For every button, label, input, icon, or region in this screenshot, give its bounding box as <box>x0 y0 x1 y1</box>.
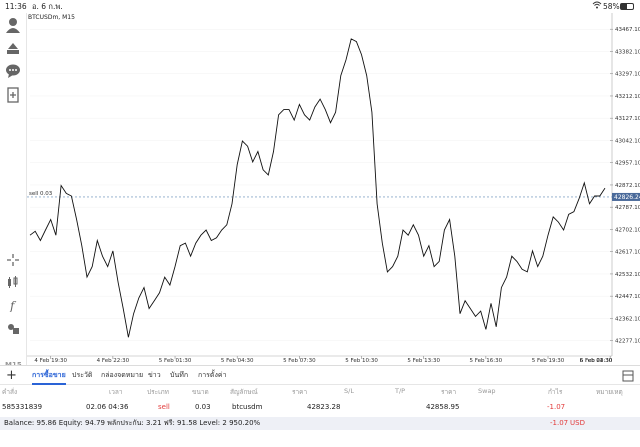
x-tick-label: 5 Feb 19:30 <box>532 358 565 364</box>
y-tick-label: 43297.10 <box>615 72 640 78</box>
y-tick-label: 42872.10 <box>615 183 640 189</box>
account-currency: USD <box>570 419 585 427</box>
balance-bar: Balance: 95.86 Equity: 94.79 พลักประกัน:… <box>0 417 640 430</box>
terminal-tabs: + การซื้อขาย ประวัติ กล่องจดหมาย ข่าว บั… <box>0 365 640 385</box>
col-volume: ขนาด <box>192 388 209 396</box>
col-time: เวลา <box>109 388 123 396</box>
sell-order-label: sell 0.03 <box>29 191 53 197</box>
price-chart[interactable]: 43467.10 43382.10 43297.10 43212.10 43127.10… <box>27 13 640 365</box>
indicators-icon[interactable] <box>4 273 22 291</box>
battery-icon <box>620 3 634 10</box>
left-toolbar: f M15 <box>0 13 27 369</box>
order-price-open: 42823.28 <box>307 403 341 411</box>
trade-icon[interactable] <box>4 39 22 57</box>
tab-mailbox[interactable]: กล่องจดหมาย <box>101 371 144 379</box>
chart-title: BTCUSDm, M15 <box>28 14 75 21</box>
order-ticket: 585331839 <box>2 403 43 411</box>
objects-icon[interactable] <box>4 319 22 337</box>
order-profit: -1.07 <box>547 403 566 411</box>
y-tick-label: 42787.10 <box>615 205 640 211</box>
y-tick-label: 42447.10 <box>615 294 640 300</box>
tab-settings[interactable]: การตั้งค่า <box>198 371 227 379</box>
col-order: คำสั่ง <box>2 388 18 396</box>
x-tick-label: 5 Feb 04:30 <box>221 358 254 364</box>
col-comment: หมายเหตุ <box>596 388 623 396</box>
x-tick-label: 5 Feb 22:30 <box>580 358 613 364</box>
y-tick-label: 42277.10 <box>615 339 640 345</box>
y-axis: 43467.10 43382.10 43297.10 43212.10 43127.10… <box>30 13 640 356</box>
svg-text:f: f <box>9 299 17 312</box>
y-tick-label: 42362.10 <box>615 316 640 322</box>
x-tick-label: 5 Feb 16:30 <box>470 358 503 364</box>
col-price-open: ราคา <box>292 388 308 396</box>
order-symbol: btcusdm <box>232 403 263 411</box>
tab-trade[interactable]: การซื้อขาย <box>32 366 66 385</box>
crosshair-icon[interactable] <box>4 251 22 269</box>
new-order-icon[interactable] <box>4 86 22 104</box>
current-price-tag <box>612 192 640 201</box>
y-tick-label: 43467.10 <box>615 27 640 33</box>
balance-summary: Balance: 95.86 Equity: 94.79 พลักประกัน:… <box>4 419 261 427</box>
col-price-current: ราคา <box>441 388 457 396</box>
order-type: sell <box>158 403 170 411</box>
x-axis: 4 Feb 19:30 4 Feb 22:30 5 Feb 01:30 5 Feb 0… <box>27 355 613 364</box>
y-tick-label: 43382.10 <box>615 49 640 55</box>
tab-journal[interactable]: บันทึก <box>170 371 189 379</box>
x-tick-label: 5 Feb 07:30 <box>283 358 316 364</box>
function-icon[interactable]: f <box>4 296 22 314</box>
x-tick-label: 4 Feb 19:30 <box>34 358 67 364</box>
x-tick-label: 4 Feb 22:30 <box>97 358 130 364</box>
y-tick-label: 42702.10 <box>615 227 640 233</box>
x-tick-label: 5 Feb 01:30 <box>159 358 192 364</box>
col-sl: S/L <box>344 387 354 395</box>
x-tick-label: 6 Feb 01:30 <box>580 358 613 364</box>
price-series-line <box>29 38 606 338</box>
y-tick-label: 43042.10 <box>615 138 640 144</box>
clock: 11:36 <box>5 2 27 11</box>
chat-icon[interactable] <box>4 62 22 80</box>
col-symbol: สัญลักษณ์ <box>230 388 258 396</box>
y-tick-label: 42617.10 <box>615 250 640 256</box>
col-tp: T/P <box>395 387 406 395</box>
panel-toggle-icon[interactable] <box>622 370 634 390</box>
total-profit: -1.07 <box>550 419 569 427</box>
tab-news[interactable]: ข่าว <box>148 371 161 379</box>
y-tick-label: 43212.10 <box>615 94 640 100</box>
battery-percent: 58% <box>603 2 620 11</box>
col-swap: Swap <box>478 387 496 395</box>
wifi-icon <box>592 0 602 14</box>
terminal-panel: + การซื้อขาย ประวัติ กล่องจดหมาย ข่าว บั… <box>0 365 640 447</box>
order-price-current: 42858.95 <box>426 403 460 411</box>
account-icon[interactable] <box>4 16 22 34</box>
x-tick-label: 5 Feb 10:30 <box>345 358 378 364</box>
y-tick-label: 42532.10 <box>615 272 640 278</box>
x-tick-label: 5 Feb 13:30 <box>407 358 440 364</box>
y-tick-label: 42957.10 <box>615 161 640 167</box>
col-type: ประเภท <box>147 388 169 396</box>
current-price-label: 42826.24 <box>614 194 640 201</box>
x-tick-label: 6 Feb 04:30 <box>580 358 613 364</box>
col-profit: กำไร <box>548 388 563 396</box>
add-icon[interactable]: + <box>6 368 17 383</box>
date: อ. 6 ก.พ. <box>32 2 63 11</box>
y-tick-label: 43127.10 <box>615 116 640 122</box>
order-time: 02.06 04:36 <box>86 403 129 411</box>
tab-history[interactable]: ประวัติ <box>72 371 93 379</box>
order-volume: 0.03 <box>195 403 211 411</box>
status-bar: 11:36 อ. 6 ก.พ. 58% <box>0 0 640 13</box>
